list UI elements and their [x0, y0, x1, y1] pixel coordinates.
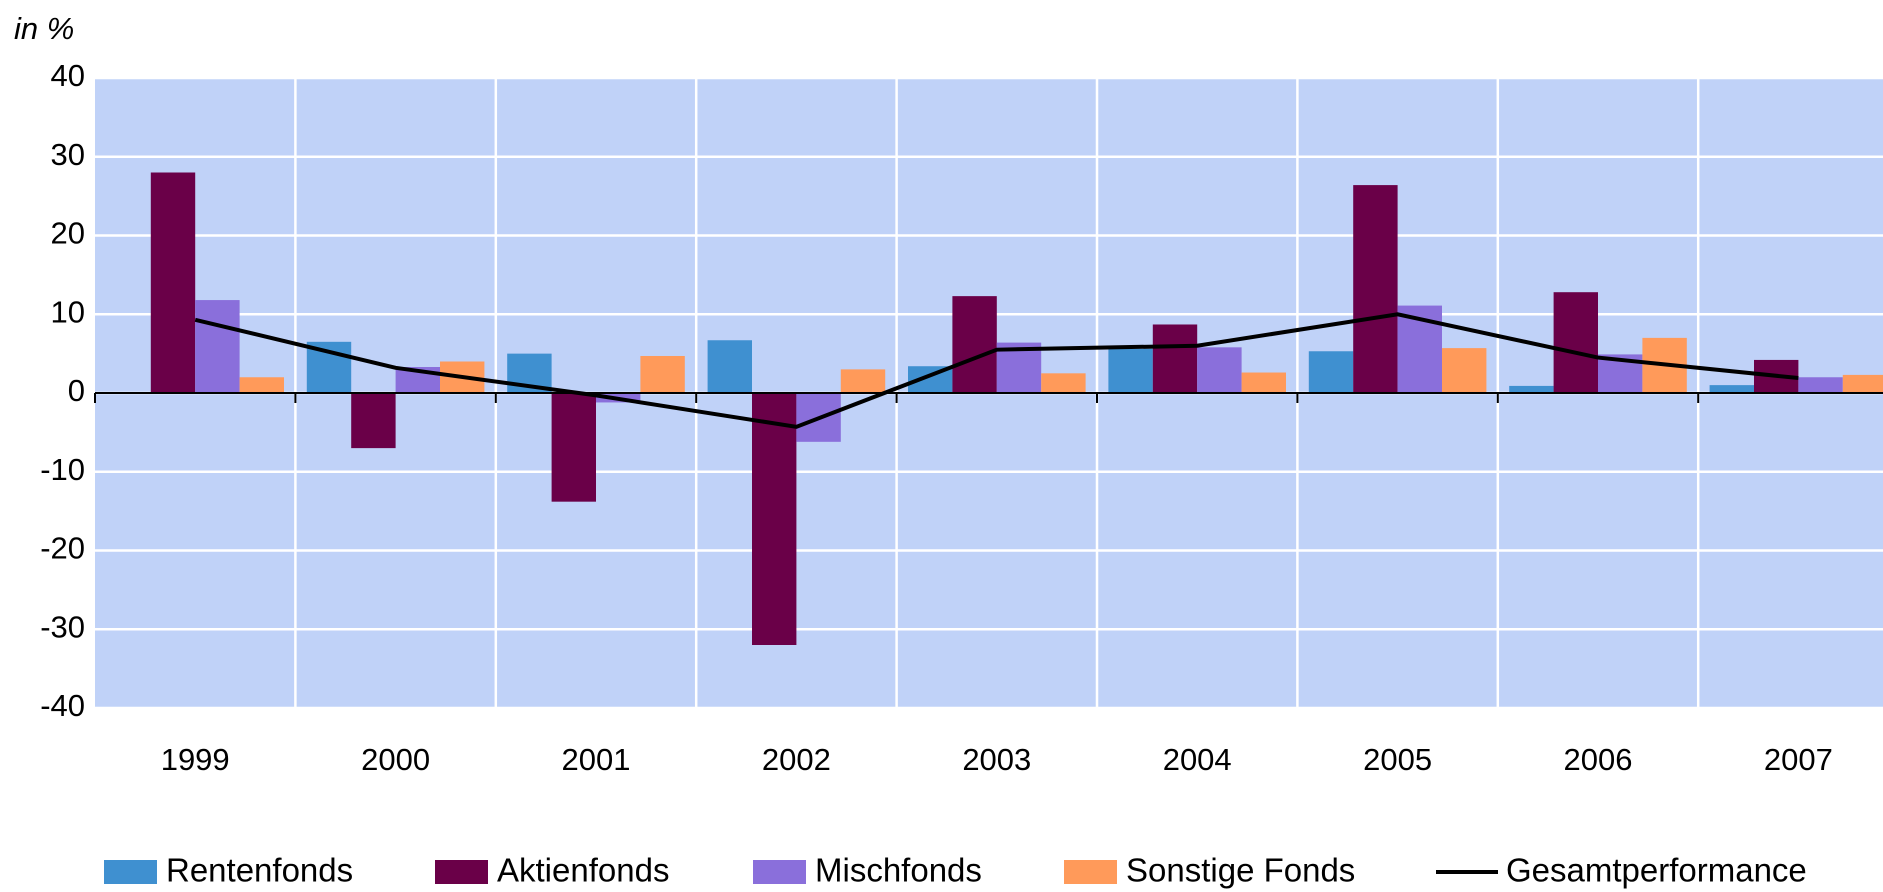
legend-label: Aktienfonds — [497, 852, 669, 889]
bar — [351, 393, 396, 449]
y-tick-label: -20 — [40, 531, 85, 566]
bar — [1152, 324, 1198, 393]
bar — [1842, 374, 1883, 393]
y-tick-label: 30 — [51, 137, 85, 172]
y-tick-label: -30 — [40, 609, 85, 644]
bar — [1709, 385, 1754, 393]
legend-swatch — [104, 860, 157, 884]
bar — [1442, 348, 1487, 393]
x-tick-label: 2006 — [1564, 742, 1633, 777]
legend-label: Sonstige Fonds — [1126, 852, 1355, 889]
legend-label: Mischfonds — [815, 852, 982, 889]
y-axis-label: in % — [14, 11, 74, 46]
bar — [1041, 373, 1086, 393]
legend-swatch — [435, 860, 488, 884]
bar — [1308, 351, 1354, 393]
line — [194, 312, 1799, 429]
x-tick-label: 2007 — [1764, 742, 1833, 777]
bar — [1798, 377, 1843, 393]
bar — [640, 355, 685, 393]
legend-swatch — [753, 860, 806, 884]
y-tick-label: -40 — [40, 688, 85, 723]
x-tick-label: 2002 — [762, 742, 831, 777]
bar — [952, 296, 997, 393]
y-tick-label: 0 — [68, 373, 85, 408]
legend-swatch — [1064, 860, 1117, 884]
bar — [195, 300, 240, 393]
x-tick-label: 2004 — [1163, 742, 1232, 777]
bar — [840, 369, 886, 393]
bar — [150, 172, 196, 393]
y-tick-label: 10 — [51, 294, 85, 329]
bar — [752, 393, 797, 645]
legend-label: Gesamtperformance — [1506, 852, 1807, 889]
bar — [1197, 347, 1242, 393]
bar — [707, 340, 752, 393]
bar — [239, 377, 284, 393]
bar — [1353, 185, 1398, 393]
y-tick-label: 40 — [51, 58, 85, 93]
x-tick-label: 2005 — [1363, 742, 1432, 777]
y-tick-label: -10 — [40, 452, 85, 487]
x-tick-label: 1999 — [161, 742, 230, 777]
y-tick-label: 20 — [51, 216, 85, 251]
legend-label: Rentenfonds — [166, 852, 353, 889]
x-tick-label: 2000 — [361, 742, 430, 777]
x-tick-label: 2003 — [962, 742, 1031, 777]
x-tick-label: 2001 — [562, 742, 631, 777]
bar — [1509, 385, 1554, 393]
bar — [1241, 372, 1286, 393]
bar — [551, 393, 596, 502]
bar — [1553, 292, 1598, 393]
bar — [1108, 348, 1153, 393]
